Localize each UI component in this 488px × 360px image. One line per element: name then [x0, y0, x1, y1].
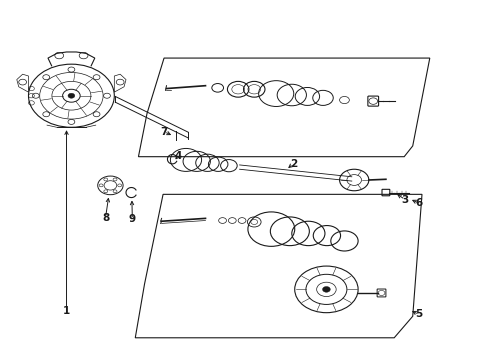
Text: 6: 6	[415, 198, 422, 208]
Circle shape	[68, 93, 75, 98]
Text: 1: 1	[63, 306, 70, 316]
Text: 3: 3	[401, 195, 408, 205]
Text: 5: 5	[415, 310, 422, 319]
Text: 9: 9	[128, 215, 136, 224]
Text: 2: 2	[289, 159, 296, 169]
Text: 8: 8	[102, 213, 109, 222]
Text: 7: 7	[160, 127, 167, 136]
Circle shape	[322, 287, 330, 292]
Text: 4: 4	[175, 150, 182, 161]
